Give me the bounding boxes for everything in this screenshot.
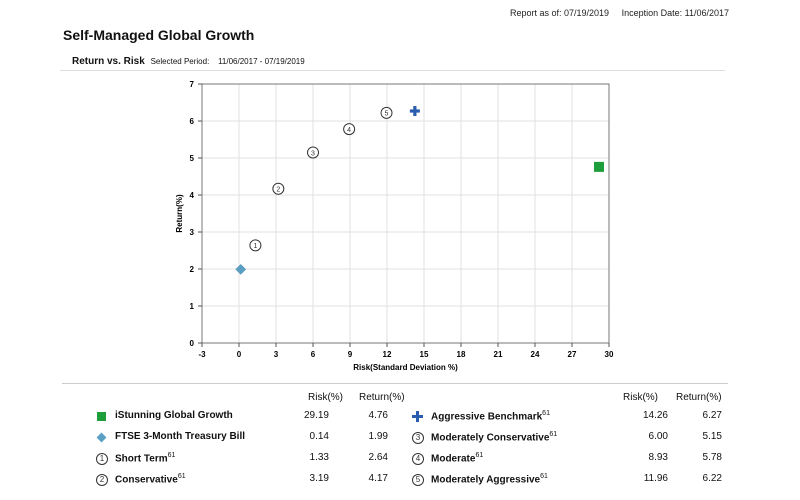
y-tick-label: 3 xyxy=(190,228,195,237)
legend-item-risk: 8.93 xyxy=(648,452,668,463)
legend-item-name: Short Term61 xyxy=(115,452,176,465)
point-circle-marker xyxy=(343,123,356,136)
legend-item-risk: 29.19 xyxy=(303,410,329,421)
circled-number-icon: 4 xyxy=(412,453,424,465)
legend-item-name: Conservative61 xyxy=(115,473,186,486)
circled-number-icon: 5 xyxy=(412,474,424,486)
point-circle-marker xyxy=(307,146,319,159)
legend-item-name: iStunning Global Growth xyxy=(115,410,233,421)
x-tick-label: 27 xyxy=(568,350,577,359)
x-tick-label: 6 xyxy=(311,350,316,359)
plus-icon xyxy=(416,411,419,422)
footnote-marker: 61 xyxy=(540,473,548,480)
legend-item-name: Moderately Aggressive61 xyxy=(431,473,548,486)
legend-item-name: Moderately Conservative61 xyxy=(431,431,558,444)
y-tick-label: 1 xyxy=(190,302,195,311)
risk-header-left: Risk(%) xyxy=(308,392,343,403)
legend-item-risk: 14.26 xyxy=(642,410,668,421)
green-square-icon xyxy=(97,412,106,421)
chart-subheading: Return vs. Risk Selected Period: 11/06/2… xyxy=(72,56,305,67)
legend-item-return: 4.76 xyxy=(368,410,388,421)
footnote-marker: 61 xyxy=(475,452,484,459)
x-tick-label: 15 xyxy=(420,350,429,359)
header-divider xyxy=(60,70,725,71)
legend-divider xyxy=(62,383,728,384)
point-circle-number: 1 xyxy=(253,243,257,250)
y-tick-label: 2 xyxy=(190,265,195,274)
y-tick-label: 6 xyxy=(190,117,195,126)
x-tick-label: 0 xyxy=(237,350,242,359)
footnote-marker: 61 xyxy=(177,473,186,480)
point-square-marker xyxy=(594,161,605,172)
x-tick-label: 24 xyxy=(531,350,540,359)
legend-item-risk: 3.19 xyxy=(309,473,329,484)
inception-date: Inception Date: 11/06/2017 xyxy=(621,8,729,18)
x-tick-label: 9 xyxy=(348,350,353,359)
point-circle-marker xyxy=(272,182,285,195)
return-header-left: Return(%) xyxy=(359,392,405,403)
point-circle-number: 2 xyxy=(276,187,280,194)
y-tick-label: 0 xyxy=(190,339,195,348)
legend-item-risk: 0.14 xyxy=(309,431,329,442)
legend-item-name: Aggressive Benchmark61 xyxy=(431,410,550,423)
legend-item-return: 6.22 xyxy=(702,473,722,484)
point-circle-marker xyxy=(249,239,262,252)
y-axis-label: Return(%) xyxy=(175,194,184,233)
x-tick-label: 3 xyxy=(274,350,279,359)
y-tick-label: 7 xyxy=(190,80,195,89)
x-axis-label: Risk(Standard Deviation %) xyxy=(353,363,458,372)
x-tick-label: 12 xyxy=(383,350,392,359)
report-meta: Report as of: 07/19/2019 Inception Date:… xyxy=(500,8,729,18)
x-tick-label: 21 xyxy=(494,350,503,359)
point-circle-marker xyxy=(380,106,393,119)
legend-item-return: 1.99 xyxy=(368,431,388,442)
footnote-marker: 61 xyxy=(549,431,558,438)
return-header-right: Return(%) xyxy=(676,392,722,403)
x-tick-label: 30 xyxy=(605,350,614,359)
legend-item-risk: 6.00 xyxy=(648,431,668,442)
legend-item-return: 5.15 xyxy=(702,431,722,442)
circled-number-icon: 3 xyxy=(412,432,424,444)
chart-subtitle: Return vs. Risk xyxy=(72,56,145,67)
legend-item-name: Moderate61 xyxy=(431,452,484,465)
period-value: 11/06/2017 - 07/19/2019 xyxy=(218,57,305,66)
x-tick-label: -3 xyxy=(198,350,206,359)
point-circle-number: 4 xyxy=(347,127,351,134)
point-circle-number: 3 xyxy=(311,150,315,157)
x-tick-label: 18 xyxy=(457,350,466,359)
circled-number-icon: 2 xyxy=(96,474,108,486)
point-diamond-marker xyxy=(235,264,247,275)
y-tick-label: 5 xyxy=(190,154,195,163)
point-circle-number: 5 xyxy=(385,111,389,118)
legend-item-risk: 1.33 xyxy=(309,452,329,463)
legend-item-return: 5.78 xyxy=(702,452,722,463)
risk-header-right: Risk(%) xyxy=(623,392,658,403)
legend-item-name: FTSE 3-Month Treasury Bill xyxy=(115,431,246,442)
legend-item-risk: 11.96 xyxy=(643,473,668,484)
point-plus-marker-v xyxy=(413,106,417,117)
legend-item-return: 2.64 xyxy=(368,452,388,463)
footnote-marker: 61 xyxy=(542,410,550,417)
circled-number-icon: 1 xyxy=(96,453,108,465)
plot-frame xyxy=(201,83,610,344)
page-title: Self-Managed Global Growth xyxy=(63,27,255,43)
legend-item-return: 6.27 xyxy=(702,410,722,421)
period-label: Selected Period: xyxy=(150,57,210,66)
y-tick-label: 4 xyxy=(190,191,195,200)
legend-item-return: 4.17 xyxy=(368,473,388,484)
report-date: Report as of: 07/19/2019 xyxy=(509,8,610,18)
footnote-marker: 61 xyxy=(167,452,176,459)
